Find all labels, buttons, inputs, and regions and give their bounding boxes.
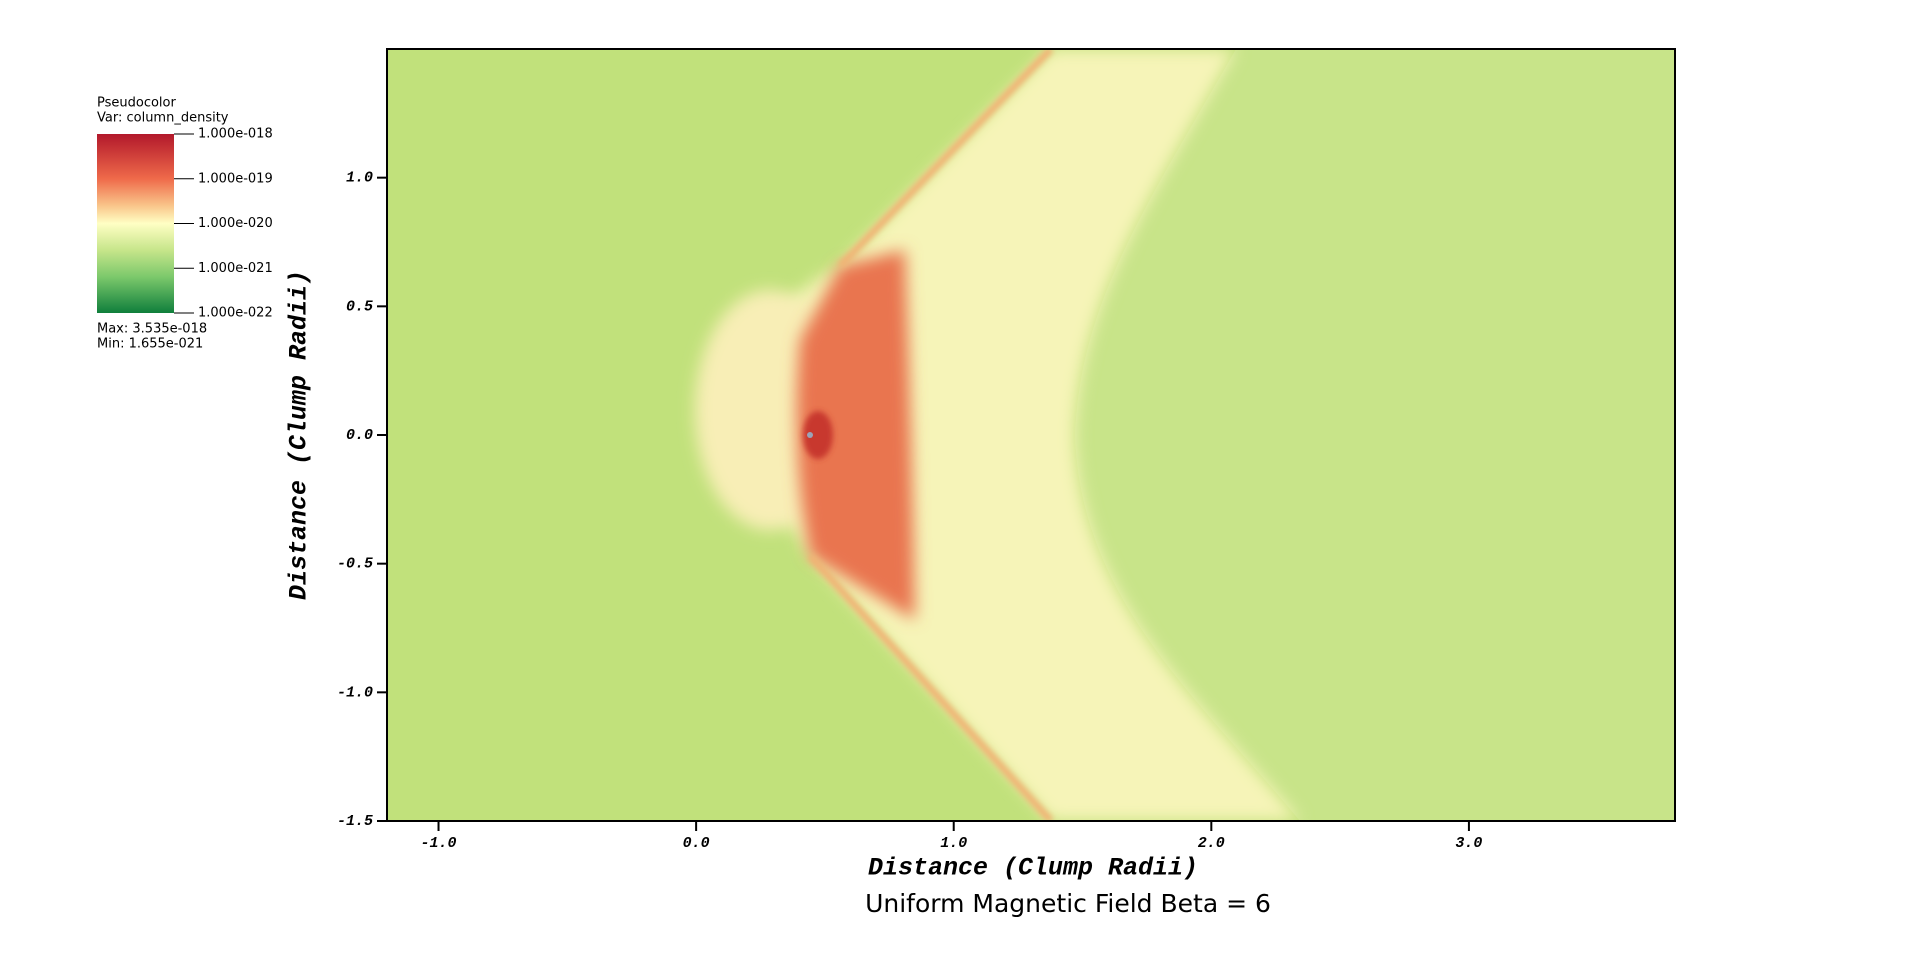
- y-tick-label: 0.0: [346, 427, 373, 444]
- colorbar-tick-label: 1.000e-019: [198, 171, 273, 186]
- y-tick-label: -1.0: [337, 684, 373, 701]
- colorbar-tick-label: 1.000e-018: [198, 127, 273, 142]
- y-tick-label: -1.5: [337, 813, 373, 830]
- colorbar-tick-label: 1.000e-020: [198, 216, 273, 231]
- x-axis-label: Distance (Clump Radii): [868, 854, 1198, 883]
- density-field: [387, 49, 1675, 821]
- x-tick-label: 3.0: [1455, 835, 1482, 852]
- legend-max: Max: 3.535e-018: [97, 322, 207, 337]
- legend-title: Pseudocolor: [97, 96, 176, 111]
- x-tick-label: 2.0: [1198, 835, 1225, 852]
- legend-variable: Var: column_density: [97, 111, 229, 126]
- y-axis-label: Distance (Clump Radii): [285, 270, 314, 600]
- y-tick-label: 0.5: [346, 298, 373, 315]
- colorbar: [97, 134, 174, 313]
- x-tick-label: -1.0: [421, 835, 457, 852]
- y-tick-label: 1.0: [346, 170, 373, 187]
- x-tick-label: 0.0: [683, 835, 710, 852]
- x-tick-label: 1.0: [940, 835, 967, 852]
- legend-min: Min: 1.655e-021: [97, 337, 203, 352]
- chart-title: Uniform Magnetic Field Beta = 6: [865, 889, 1271, 918]
- colorbar-tick-label: 1.000e-021: [198, 261, 273, 276]
- y-tick-label: -0.5: [337, 556, 373, 573]
- colorbar-tick-label: 1.000e-022: [198, 306, 273, 321]
